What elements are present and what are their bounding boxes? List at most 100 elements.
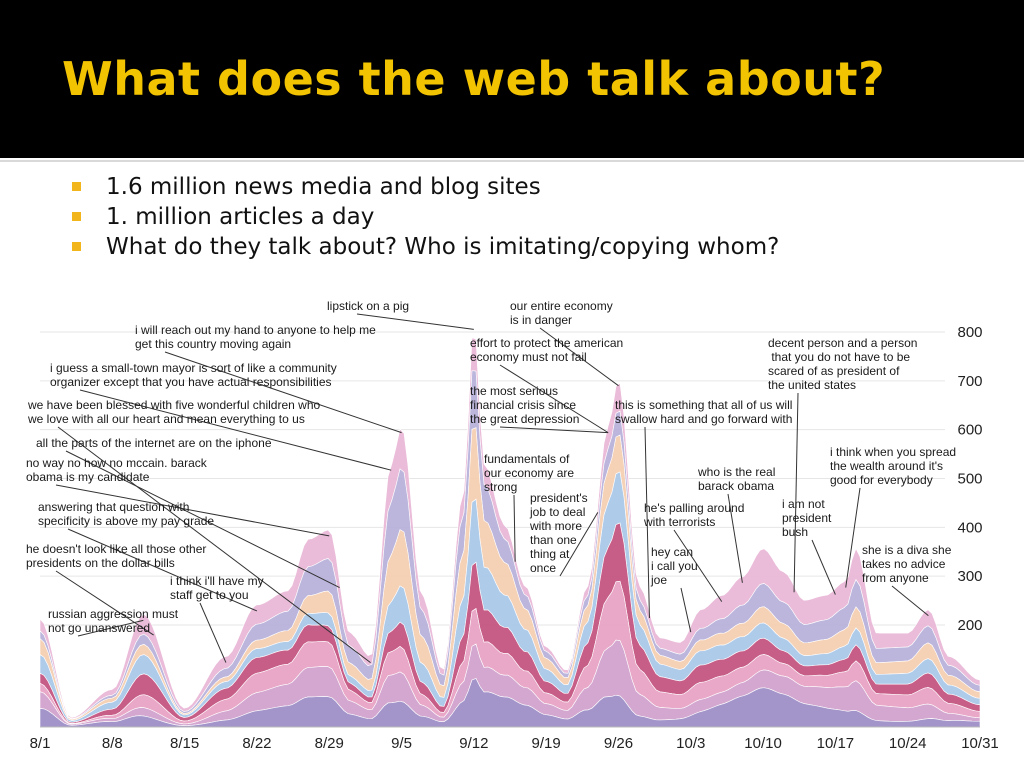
x-tick-label: 9/26 (604, 735, 633, 752)
annotation-text: all the parts of the internet are on the… (36, 436, 272, 450)
annotation-leader (891, 585, 929, 617)
x-tick-label: 8/8 (102, 735, 123, 752)
annotation-leader (680, 587, 692, 633)
bullet-list: 1.6 million news media and blog sites 1.… (72, 172, 779, 262)
slide-title: What does the web talk about? (62, 52, 886, 106)
annotation-text: president's job to deal with more than one t… (529, 491, 588, 575)
bullet-item: 1. million articles a day (72, 202, 779, 232)
annotation-text: i am not president bush (782, 497, 832, 539)
annotation-text: no way no how no mccain. barack obama is … (26, 456, 208, 484)
annotation: i think i'll have my staff get to you (170, 574, 264, 663)
y-tick-label: 600 (957, 422, 982, 439)
annotation: effort to protect the american economy mu… (470, 336, 623, 434)
annotation-text: answering that question with specificity … (38, 500, 214, 528)
stream-layers (39, 337, 981, 728)
x-tick-label: 10/24 (889, 735, 927, 752)
annotation: the most serious financial crisis since th… (470, 384, 609, 434)
bullet-square-icon (72, 212, 81, 221)
annotation-leader (79, 389, 392, 471)
annotation-text: hey can i call you joe (650, 545, 698, 587)
annotation-text: russian aggression must not go unanswered (48, 607, 179, 635)
x-tick-label: 9/12 (459, 735, 488, 752)
annotation: russian aggression must not go unanswered (48, 607, 179, 637)
annotation-leader (164, 351, 402, 434)
annotation-text: the most serious financial crisis since th… (470, 384, 579, 426)
annotation: i think when you spread the wealth around… (830, 445, 956, 588)
annotation: we have been blessed with five wonderful… (27, 398, 371, 664)
x-tick-label: 9/19 (532, 735, 561, 752)
x-tick-label: 10/3 (676, 735, 705, 752)
annotation: i am not president bush (782, 497, 836, 595)
annotation-leader (55, 570, 154, 636)
annotation-leader (356, 313, 474, 330)
annotation-text: i will reach out my hand to anyone to he… (135, 323, 376, 351)
annotation: he's palling around with terrorists (643, 501, 744, 602)
annotation: this is something that all of us will swa… (615, 398, 792, 619)
bullet-square-icon (72, 242, 81, 251)
annotation: she is a diva she takes no advice from any… (862, 543, 952, 617)
bullet-text: What do they talk about? Who is imitatin… (106, 234, 780, 260)
annotation: lipstick on a pig (327, 299, 474, 330)
y-tick-label: 200 (957, 617, 982, 634)
bullet-text: 1.6 million news media and blog sites (106, 174, 541, 200)
x-tick-label: 8/15 (170, 735, 199, 752)
annotation-text: lipstick on a pig (327, 299, 409, 313)
annotation: no way no how no mccain. barack obama is … (26, 456, 330, 537)
bullet-text: 1. million articles a day (106, 204, 375, 230)
annotation-leader (77, 619, 144, 637)
title-divider (0, 160, 1024, 162)
annotation: decent person and a person that you do n… (768, 336, 917, 593)
annotation-text: decent person and a person that you do n… (768, 336, 917, 392)
bullet-item: 1.6 million news media and blog sites (72, 172, 779, 202)
annotation: he doesn't look like all those other pres… (26, 542, 206, 636)
x-tick-label: 10/10 (744, 735, 782, 752)
annotations: lipstick on a pig our entire economy is in… (26, 299, 956, 664)
x-tick-label: 10/31 (961, 735, 999, 752)
x-tick-label: 10/17 (817, 735, 855, 752)
annotation: president's job to deal with more than one t… (529, 491, 599, 577)
annotation: hey can i call you joe (650, 545, 698, 633)
bullet-item: What do they talk about? Who is imitatin… (72, 232, 779, 262)
y-tick-label: 400 (957, 519, 982, 536)
annotation-text: we have been blessed with five wonderful… (27, 398, 320, 426)
annotation-leader (499, 426, 609, 434)
annotation-leader (644, 426, 650, 619)
annotation: answering that question with specificity … (38, 500, 258, 612)
annotation: i will reach out my hand to anyone to he… (135, 323, 402, 434)
annotation-text: she is a diva she takes no advice from any… (862, 543, 952, 585)
annotation-leader (793, 392, 799, 593)
annotation-text: he's palling around with terrorists (643, 501, 744, 529)
annotation-text: i think i'll have my staff get to you (170, 574, 264, 602)
annotation-text: this is something that all of us will swa… (615, 398, 792, 426)
annotation-text: effort to protect the american economy mu… (470, 336, 623, 364)
annotation-leader (67, 528, 258, 612)
bullet-square-icon (72, 182, 81, 191)
annotation: our entire economy is in danger (510, 299, 619, 387)
annotation: i guess a small-town mayor is sort of li… (50, 361, 392, 471)
y-tick-label: 800 (957, 324, 982, 341)
annotation-text: i guess a small-town mayor is sort of li… (50, 361, 337, 389)
annotation-leader (559, 512, 599, 577)
annotation-text: i think when you spread the wealth around… (830, 445, 956, 487)
y-tick-label: 300 (957, 568, 982, 585)
annotation-leader (845, 487, 861, 588)
x-tick-label: 8/1 (30, 735, 51, 752)
annotation-leader (513, 494, 516, 562)
annotation-text: he doesn't look like all those other pres… (26, 542, 206, 570)
annotation-leader (499, 364, 609, 434)
annotation-leader (55, 484, 330, 537)
annotation-leader (199, 602, 227, 663)
annotation-text: who is the real barack obama (697, 465, 775, 493)
title-bar: What does the web talk about? (0, 0, 1024, 158)
x-tick-label: 8/29 (315, 735, 344, 752)
annotation-leader (539, 327, 619, 387)
annotation-leader (727, 493, 743, 583)
annotation-text: our entire economy is in danger (510, 299, 613, 327)
annotation-leader (673, 529, 723, 602)
y-tick-label: 500 (957, 471, 982, 488)
annotation-leader (57, 426, 371, 664)
annotation-text: fundamentals of our economy are strong (484, 452, 574, 494)
annotation: all the parts of the internet are on the… (36, 436, 340, 588)
annotation-leader (811, 539, 836, 595)
annotation: who is the real barack obama (697, 465, 775, 583)
